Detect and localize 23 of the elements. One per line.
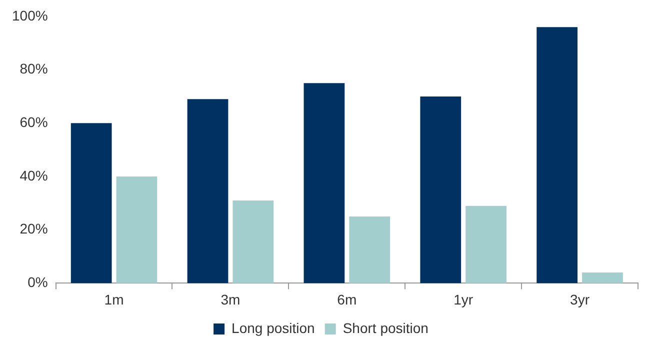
- legend-label: Long position: [232, 320, 315, 336]
- y-tick-label: 40%: [20, 167, 48, 184]
- legend-label: Short position: [342, 320, 428, 336]
- bar: [466, 206, 506, 284]
- y-tick-label: 0%: [28, 274, 48, 290]
- x-tick-label: 3m: [220, 291, 240, 308]
- bar: [304, 83, 345, 284]
- bar: [420, 96, 462, 284]
- bar: [349, 216, 390, 284]
- x-tick-label: 1yr: [454, 291, 474, 308]
- bar: [187, 99, 228, 284]
- bar: [582, 272, 623, 284]
- bar: [116, 176, 158, 284]
- bar: [232, 200, 274, 284]
- bar: [536, 27, 578, 284]
- y-tick-label: 80%: [20, 60, 48, 77]
- x-tick-label: 1m: [104, 291, 124, 308]
- bar: [70, 123, 112, 284]
- y-tick-label: 100%: [12, 7, 48, 24]
- y-tick-label: 60%: [20, 114, 48, 130]
- y-tick-label: 20%: [20, 220, 48, 237]
- x-tick-label: 6m: [337, 291, 357, 308]
- x-tick-label: 3yr: [570, 291, 590, 308]
